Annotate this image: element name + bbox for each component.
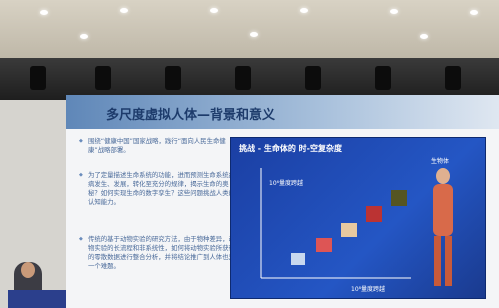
human-figure	[433, 184, 453, 236]
light	[470, 10, 478, 15]
bullet: 围绕“健康中国”国家战略，践行“面向人民生命健康”战略部署。	[88, 137, 236, 155]
human-figure	[445, 236, 452, 286]
light	[120, 8, 128, 13]
podium	[8, 290, 66, 308]
stage-light	[165, 66, 181, 90]
light	[390, 9, 398, 14]
light	[210, 8, 218, 13]
stage-light	[235, 66, 251, 90]
photo: 多尺度虚拟人体—背景和意义 围绕“健康中国”国家战略，践行“面向人民生命健康”战…	[0, 0, 499, 308]
stage-light	[305, 66, 321, 90]
human-figure	[436, 168, 450, 184]
bullet: 传统的基于动物实验的研究方法，由于物种差异，动物实验的长流程和非系统性，如何将动…	[88, 235, 236, 271]
stage-light	[30, 66, 46, 90]
light	[420, 34, 428, 39]
scale-image	[391, 190, 407, 206]
figure: 挑战 - 生命体的 时-空复杂度 生物体 10⁶量度跨越 10⁸量度跨越	[230, 137, 486, 299]
ceiling	[0, 0, 499, 62]
stage-light	[375, 66, 391, 90]
slide-title: 多尺度虚拟人体—背景和意义	[106, 104, 275, 123]
scale-image	[341, 223, 357, 237]
light	[40, 10, 48, 15]
scale-image	[291, 253, 305, 265]
light	[300, 8, 308, 13]
light	[250, 32, 258, 37]
light	[80, 34, 88, 39]
stage-light	[445, 66, 461, 90]
human-figure	[434, 236, 441, 286]
scale-image	[366, 206, 382, 222]
stage-light	[95, 66, 111, 90]
figure-graphics	[231, 138, 485, 298]
slide: 多尺度虚拟人体—背景和意义 围绕“健康中国”国家战略，践行“面向人民生命健康”战…	[66, 95, 499, 308]
speaker-head	[21, 262, 35, 278]
bullet: 为了定量描述生命系统的功能，进而预测生命系统疾病发生、发展，转化至充分的规律，揭…	[88, 171, 236, 207]
scale-image	[316, 238, 332, 252]
